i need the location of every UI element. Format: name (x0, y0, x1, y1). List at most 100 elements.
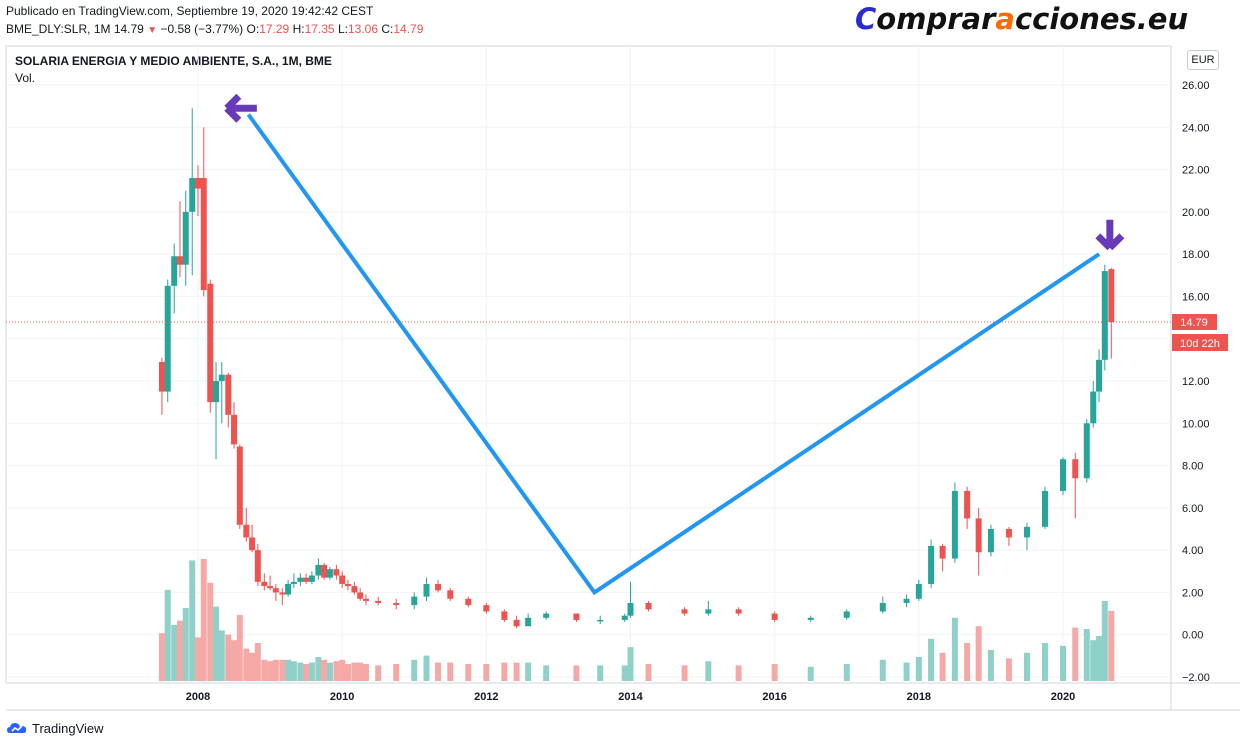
volume-bar (513, 662, 520, 681)
candle-body (879, 603, 886, 612)
volume-bar (483, 664, 490, 681)
candle-body (1041, 490, 1048, 527)
tradingview-logo[interactable]: TradingView (6, 720, 104, 736)
volume-bar (501, 662, 508, 681)
volume-bar (213, 606, 220, 681)
volume-bar (279, 659, 286, 681)
candle-body (279, 592, 286, 595)
candle-body (176, 256, 183, 265)
volume-bar (597, 665, 604, 681)
candle-body (543, 613, 550, 618)
y-tick-label: 20.00 (1182, 207, 1210, 219)
candle-body (189, 178, 196, 212)
ticker-symbol: BME_DLY:SLR, 1M (6, 22, 111, 36)
candle-body (339, 575, 346, 584)
candle-body (411, 596, 418, 606)
volume-bar (1072, 627, 1079, 681)
volume-bar (231, 640, 238, 681)
volume-bar (297, 662, 304, 681)
candle-body (627, 603, 634, 616)
volume-bar (362, 664, 369, 681)
y-tick-label: 8.00 (1182, 461, 1203, 473)
volume-bar (915, 657, 922, 681)
candle-body (975, 518, 982, 553)
volume-bar (465, 664, 472, 681)
volume-bar (218, 630, 225, 681)
volume-bar (928, 638, 935, 681)
candle-body (465, 598, 472, 606)
volume-bar (285, 659, 292, 681)
volume-bar (344, 664, 351, 681)
volume-bar (1101, 601, 1108, 681)
candle-body (681, 609, 688, 614)
candle-body (303, 577, 310, 582)
high-label: H: (292, 22, 305, 36)
x-tick-label: 2020 (1051, 691, 1075, 703)
x-tick-label: 2014 (618, 691, 643, 703)
y-tick-label: 10.00 (1182, 418, 1210, 430)
candle-body (1060, 459, 1066, 491)
arrow-down-icon (1095, 219, 1125, 251)
volume-bar (333, 661, 340, 681)
x-tick-label: 2010 (330, 691, 354, 703)
candle-body (218, 374, 225, 381)
volume-bar (267, 661, 274, 681)
volume-bar (1096, 636, 1103, 681)
candle-body (267, 586, 274, 589)
candle-body (171, 256, 178, 286)
high-value: 17.35 (304, 22, 335, 36)
volume-bar (645, 664, 652, 681)
volume-bar (225, 634, 232, 681)
x-tick-label: 2012 (474, 691, 498, 703)
candle-body (525, 617, 532, 627)
candle-body (207, 283, 214, 403)
candle-body (351, 586, 358, 593)
volume-bar (447, 662, 454, 681)
candle-body (243, 524, 250, 538)
currency-button[interactable]: EUR (1187, 50, 1219, 70)
candle-body (236, 446, 243, 525)
candle-body (483, 605, 490, 612)
candle-body (1083, 423, 1090, 479)
candle-body (158, 361, 165, 392)
candle-body (928, 545, 935, 584)
candle-body (1072, 459, 1079, 479)
y-tick-label: 16.00 (1182, 291, 1210, 303)
volume-bar (351, 662, 358, 681)
candle-body (249, 537, 256, 551)
candle-body (297, 577, 304, 582)
candle-body (285, 583, 292, 595)
volume-bar (1023, 652, 1030, 681)
volume-bar (735, 665, 742, 681)
y-tick-label: 12.00 (1182, 376, 1210, 388)
y-tick-label: 2.00 (1182, 587, 1203, 599)
volume-bar (879, 659, 886, 681)
volume-bar (987, 650, 994, 681)
candle-body (225, 374, 232, 415)
candle-body (1090, 391, 1097, 424)
volume-bar (393, 664, 400, 681)
trendline-annotation[interactable] (246, 113, 1101, 596)
volume-bar (627, 647, 634, 681)
low-label: L: (337, 22, 348, 36)
candle-body (164, 285, 171, 392)
candle-body (771, 613, 778, 620)
volume-bar (189, 560, 196, 681)
volume-bar (1060, 645, 1066, 681)
volume-bar (182, 608, 189, 681)
volume-bar (243, 648, 250, 681)
volume-bar (1005, 658, 1012, 681)
volume-bar (236, 615, 243, 681)
volume-bar (249, 652, 256, 681)
candle-body (1096, 359, 1103, 392)
candle-body (200, 178, 207, 291)
candle-body (1005, 529, 1012, 538)
y-tick-label: 26.00 (1182, 80, 1210, 92)
down-triangle-icon: ▼ (147, 25, 158, 36)
close-value: 14.79 (393, 22, 424, 36)
volume-bar (254, 643, 261, 681)
ticker-summary: BME_DLY:SLR, 1M 14.79 ▼ −0.58 (−3.77%) O… (6, 22, 423, 36)
volume-bar (1090, 640, 1097, 681)
candle-body (326, 569, 333, 578)
